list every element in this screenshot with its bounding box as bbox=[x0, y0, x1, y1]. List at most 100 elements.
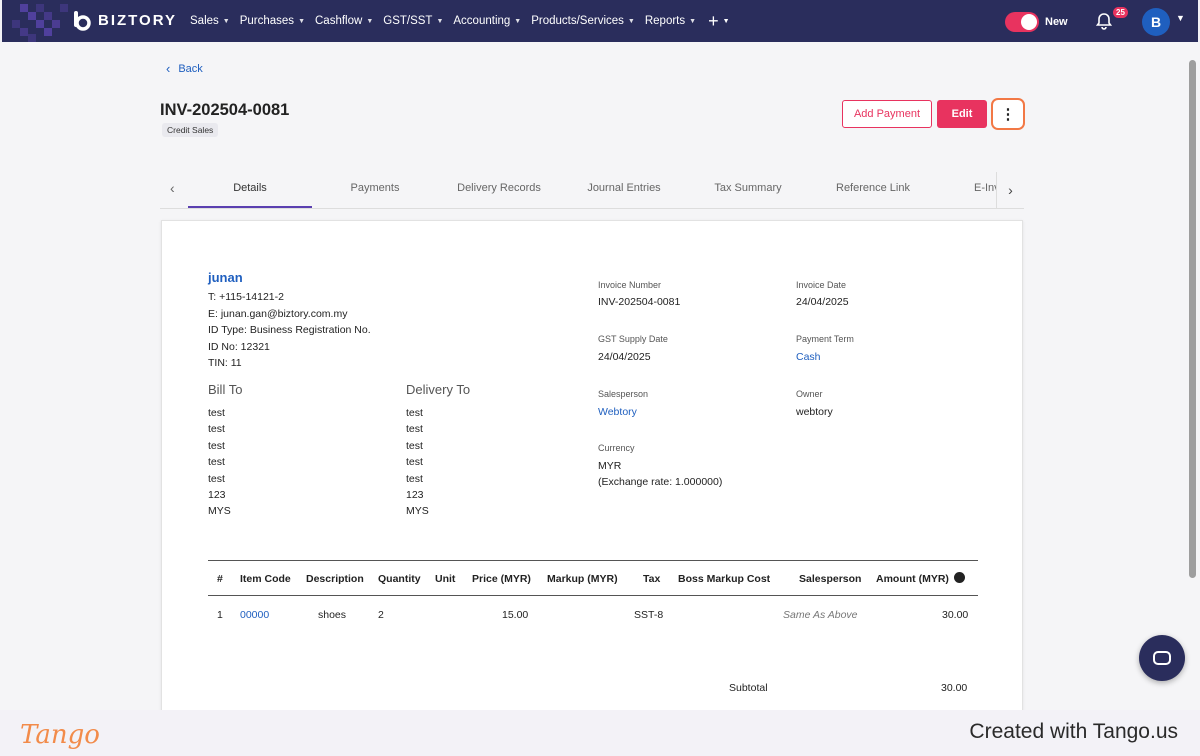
cell-description: shoes bbox=[318, 609, 347, 621]
menu-label: Products/Services bbox=[531, 15, 624, 27]
scrollbar[interactable] bbox=[1186, 42, 1200, 710]
chevron-left-icon: ‹ bbox=[166, 61, 171, 76]
invoice-date-label: Invoice Date bbox=[796, 280, 847, 290]
item-code-link[interactable]: 00000 bbox=[240, 609, 270, 621]
bell-icon[interactable] bbox=[1095, 12, 1113, 30]
edit-button[interactable]: Edit bbox=[937, 100, 987, 128]
subtotal-label: Subtotal bbox=[729, 682, 768, 694]
tab-reference-link[interactable]: Reference Link bbox=[836, 182, 910, 194]
new-ui-toggle[interactable]: New bbox=[1005, 12, 1068, 32]
back-label: Back bbox=[178, 62, 203, 75]
col-header: Quantity bbox=[378, 573, 421, 585]
menu-label: Purchases bbox=[239, 15, 295, 27]
subtotal-value: 30.00 bbox=[941, 682, 968, 694]
chevron-right-icon[interactable]: › bbox=[996, 172, 1024, 208]
col-header: Salesperson bbox=[799, 573, 862, 585]
chevron-down-icon: ▼ bbox=[722, 17, 730, 25]
chevron-down-icon: ▼ bbox=[689, 17, 697, 25]
biztory-logo[interactable]: BIZTORY bbox=[72, 9, 177, 31]
chevron-down-icon: ▼ bbox=[366, 17, 374, 25]
cell-price: 15.00 bbox=[502, 609, 529, 621]
logo-mark-icon bbox=[74, 11, 91, 31]
items-table: # Item Code Description Quantity Unit Pr… bbox=[208, 560, 978, 634]
top-navbar: BIZTORY Sales ▼ Purchases ▼ Cashflow ▼ GST/… bbox=[2, 0, 1198, 42]
menu-products-services[interactable]: Products/Services ▼ bbox=[531, 15, 635, 27]
menu-label: Cashflow bbox=[315, 15, 363, 27]
col-header: # bbox=[217, 573, 223, 585]
exchange-rate-value: (Exchange rate: 1.000000) bbox=[598, 476, 723, 488]
cell-no: 1 bbox=[217, 609, 223, 621]
invoice-number-value: INV-202504-0081 bbox=[598, 296, 681, 308]
notification-badge: 25 bbox=[1113, 7, 1128, 18]
scrollbar-thumb[interactable] bbox=[1189, 60, 1196, 578]
toggle-switch[interactable] bbox=[1005, 12, 1039, 32]
bill-to-address: test test test test test 123 MYS bbox=[208, 405, 231, 520]
payment-term-label: Payment Term bbox=[796, 334, 854, 344]
status-badge: Credit Sales bbox=[162, 123, 219, 137]
address-line: test bbox=[406, 423, 423, 436]
chevron-left-icon[interactable]: ‹ bbox=[170, 180, 175, 196]
add-payment-button[interactable]: Add Payment bbox=[842, 100, 932, 128]
avatar[interactable]: B bbox=[1142, 8, 1170, 36]
col-header: Item Code bbox=[240, 573, 291, 585]
tab-tax-summary[interactable]: Tax Summary bbox=[714, 182, 782, 194]
col-header: Amount (MYR) bbox=[876, 573, 949, 585]
menu-label: GST/SST bbox=[383, 15, 433, 27]
address-line: test bbox=[208, 472, 225, 485]
table-header: # Item Code Description Quantity Unit Pr… bbox=[208, 560, 978, 596]
bill-to-heading: Bill To bbox=[208, 382, 243, 397]
tab-e-invoice[interactable]: E-Inv bbox=[974, 182, 996, 194]
menu-accounting[interactable]: Accounting ▼ bbox=[453, 15, 521, 27]
tab-journal-entries[interactable]: Journal Entries bbox=[587, 182, 661, 194]
menu-sales[interactable]: Sales ▼ bbox=[190, 15, 230, 27]
address-line: test bbox=[208, 407, 225, 419]
cell-amount: 30.00 bbox=[942, 609, 969, 621]
gst-supply-date-value: 24/04/2025 bbox=[598, 351, 651, 363]
address-line: test bbox=[406, 456, 423, 469]
tab-payments[interactable]: Payments bbox=[350, 182, 400, 194]
main-menu: Sales ▼ Purchases ▼ Cashflow ▼ GST/SST ▼ Acc… bbox=[190, 0, 730, 42]
address-line: test bbox=[406, 439, 423, 452]
tab-bar: ‹ Details Payments Delivery Records Jour… bbox=[160, 170, 1024, 209]
col-header: Markup (MYR) bbox=[547, 573, 618, 585]
gst-supply-date-label: GST Supply Date bbox=[598, 334, 668, 344]
address-line: test bbox=[208, 439, 225, 452]
col-header: Boss Markup Cost bbox=[678, 573, 771, 585]
menu-reports[interactable]: Reports ▼ bbox=[645, 15, 696, 27]
brand-name: BIZTORY bbox=[98, 11, 178, 29]
table-row: 1 00000 shoes 2 15.00 SST-8 Same As Abov… bbox=[208, 596, 978, 634]
tango-footer: Tango Created with Tango.us bbox=[0, 710, 1200, 756]
chevron-down-icon[interactable]: ▼ bbox=[1176, 13, 1185, 23]
menu-cashflow[interactable]: Cashflow ▼ bbox=[315, 15, 373, 27]
col-header: Description bbox=[306, 573, 364, 585]
address-line: test bbox=[406, 407, 423, 419]
payment-term-link[interactable]: Cash bbox=[796, 351, 821, 363]
currency-label: Currency bbox=[598, 443, 635, 453]
plus-icon: + bbox=[708, 10, 719, 31]
customer-id-type: ID Type: Business Registration No. bbox=[208, 324, 371, 336]
chevron-down-icon: ▼ bbox=[222, 17, 230, 25]
cell-salesperson: Same As Above bbox=[783, 609, 858, 621]
address-line: test bbox=[208, 423, 225, 436]
tab-details[interactable]: Details bbox=[233, 182, 267, 194]
address-line: test bbox=[208, 456, 225, 469]
more-options-button[interactable]: ⋮ bbox=[991, 98, 1025, 130]
tab-delivery-records[interactable]: Delivery Records bbox=[457, 182, 541, 194]
menu-label: Reports bbox=[644, 15, 686, 27]
owner-value: webtory bbox=[796, 406, 833, 418]
chat-button[interactable] bbox=[1139, 635, 1185, 681]
info-icon[interactable]: i bbox=[954, 572, 965, 583]
menu-label: Sales bbox=[190, 15, 219, 27]
customer-details: T: +115-14121-2 E: junan.gan@biztory.com… bbox=[208, 289, 371, 372]
menu-purchases[interactable]: Purchases ▼ bbox=[240, 15, 305, 27]
active-tab-indicator bbox=[188, 206, 312, 208]
toggle-label: New bbox=[1045, 16, 1068, 28]
col-header: Tax bbox=[643, 573, 661, 585]
customer-name[interactable]: junan bbox=[208, 270, 243, 285]
quick-add-menu[interactable]: + ▼ bbox=[708, 11, 729, 32]
currency-value: MYR bbox=[598, 460, 622, 472]
menu-gst-sst[interactable]: GST/SST ▼ bbox=[383, 15, 443, 27]
salesperson-link[interactable]: Webtory bbox=[598, 406, 637, 418]
address-line: 123 bbox=[208, 489, 226, 502]
back-link[interactable]: ‹ Back bbox=[166, 61, 203, 76]
